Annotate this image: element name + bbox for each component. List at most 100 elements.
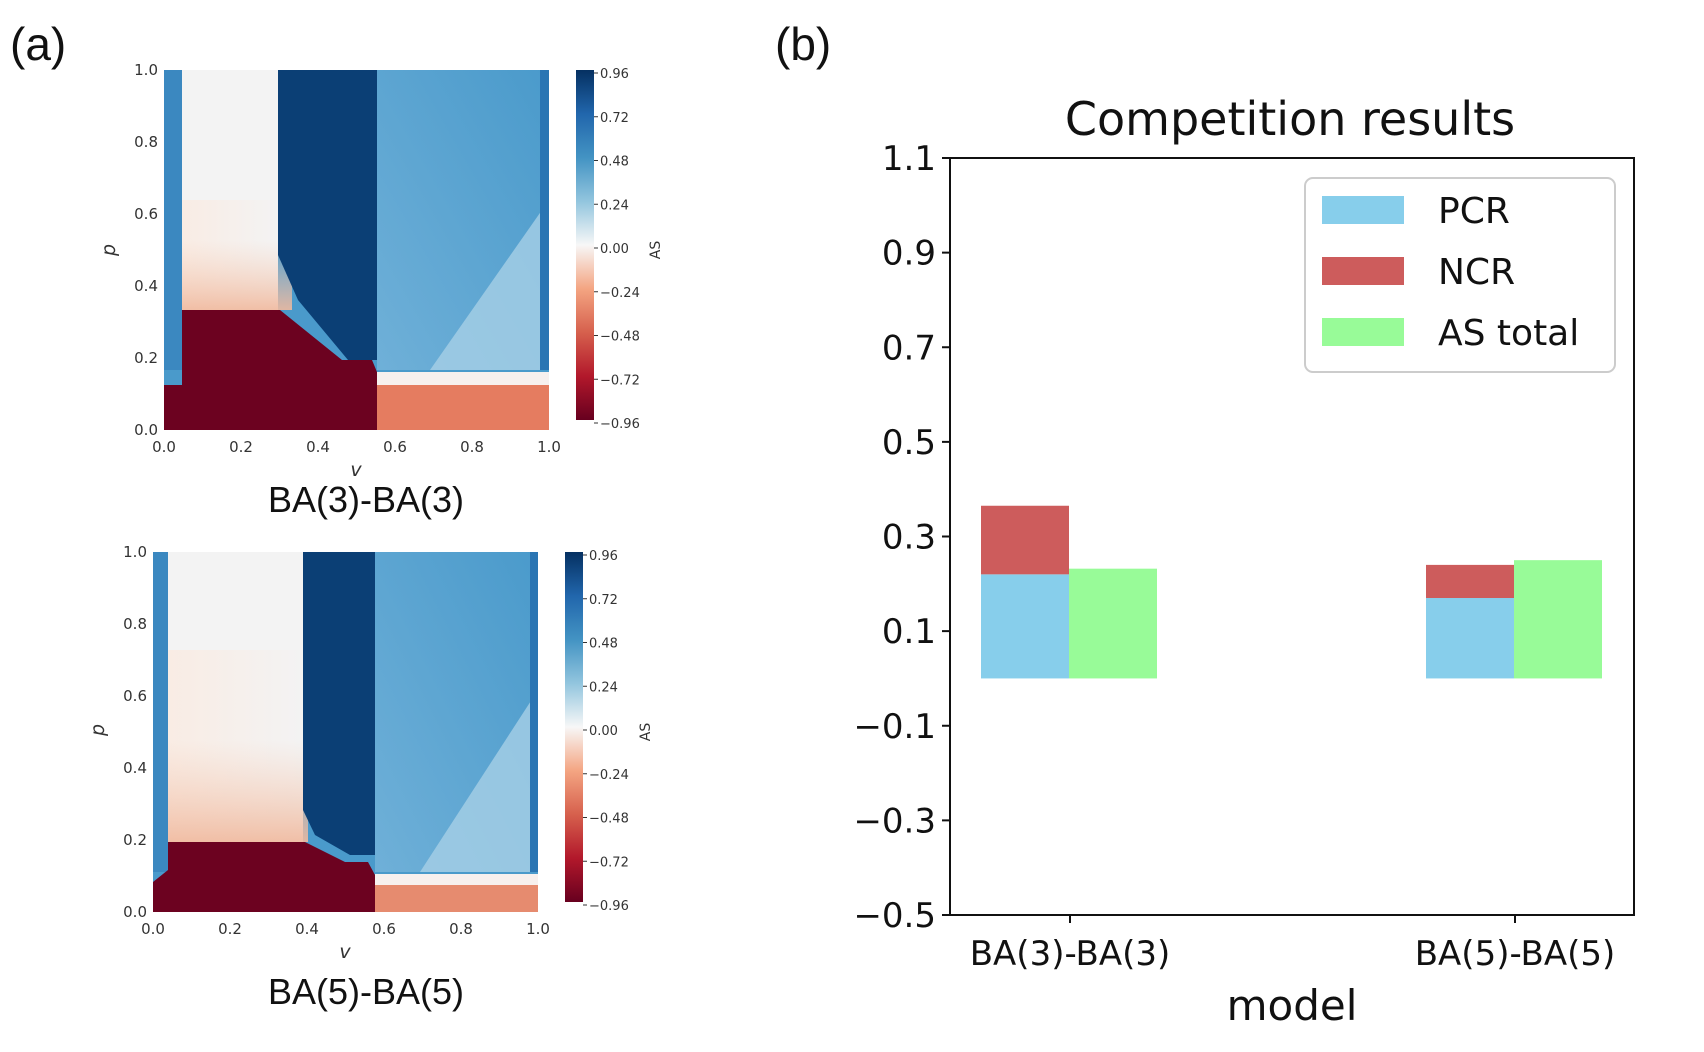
bar-y-tick-label: −0.1: [853, 707, 936, 747]
heatmap-x-tick-label: 0.2: [229, 438, 253, 456]
colorbar-tick-label: −0.72: [589, 855, 629, 870]
colorbar-tick-label: 0.24: [589, 680, 618, 695]
heatmap-x-tick-label: 0.6: [383, 438, 407, 456]
heatmap-y-tick-label: 0.2: [123, 831, 147, 849]
colorbar-tick-label: −0.48: [589, 812, 629, 827]
colorbar-tick-label: −0.96: [589, 899, 629, 914]
heatmap-ba3-region-orange: [377, 385, 549, 430]
heatmap-y-tick-label: 0.0: [134, 421, 158, 439]
colorbar-tick-label: −0.24: [589, 768, 629, 783]
heatmap-y-tick-label: 0.0: [123, 903, 147, 921]
legend-label: AS total: [1438, 313, 1579, 354]
bar-ncr: [981, 505, 1069, 575]
bar-chart: Competition results 1.1 0.9 0.7 0.5 0.3 0.1 −0…: [853, 92, 1635, 1030]
heatmap-ba5-region-light: [420, 690, 538, 872]
heatmap-ba5-region-rightstrip: [530, 552, 538, 872]
bar-y-tick-label: 0.7: [882, 328, 936, 368]
heatmap-x-tick-label: 0.4: [306, 438, 330, 456]
heatmap-ba3-region-boundary: [377, 372, 549, 385]
bar-as-total: [1069, 568, 1157, 679]
bar-pcr: [1426, 598, 1514, 679]
colorbar-tick-label: 0.00: [600, 242, 629, 257]
colorbar-tick-label: 0.96: [600, 67, 629, 82]
heatmap-ba3-title: BA(3)-BA(3): [268, 479, 464, 520]
heatmap-y-tick-label: 0.2: [134, 349, 158, 367]
heatmap-ba5-region-leftstrip: [153, 552, 168, 872]
panel-label-a: (a): [10, 18, 66, 70]
heatmap-y-tick-label: 0.8: [123, 615, 147, 633]
bar-chart-legend: PCR NCR AS total: [1304, 177, 1616, 373]
heatmap-ba3-region-pinkfade: [182, 240, 292, 310]
bar-pcr: [981, 574, 1069, 679]
bar-y-tick-label: −0.3: [853, 801, 936, 841]
heatmap-ba5-colorbar-label: AS: [638, 723, 654, 742]
heatmap-ba3: 0.0 0.2 0.4 0.6 0.8 1.0 0.00.20.40.60.81.0 v …: [98, 61, 664, 520]
heatmap-x-tick-label: 0.4: [295, 920, 319, 938]
heatmap-y-tick-label: 1.0: [134, 61, 158, 79]
heatmap-ba5-region-darkblue: [303, 552, 375, 855]
bar-y-tick-label: 0.5: [882, 423, 936, 463]
heatmap-ba5-plot-area: [153, 552, 538, 912]
bar-as-total: [1514, 560, 1602, 679]
heatmap-y-tick-label: 0.4: [134, 277, 158, 295]
heatmap-x-tick-label: 0.2: [218, 920, 242, 938]
colorbar-tick-label: −0.72: [600, 373, 640, 388]
bar-chart-x-ticks: BA(3)-BA(3) BA(5)-BA(5): [970, 915, 1616, 974]
bar-y-tick-label: 0.1: [882, 612, 936, 652]
colorbar-tick-label: 0.48: [589, 637, 618, 652]
heatmap-ba3-region-rightstrip: [540, 70, 549, 370]
bar-y-tick-label: −0.5: [853, 896, 936, 936]
heatmap-x-tick-label: 0.8: [449, 920, 473, 938]
heatmap-x-tick-label: 1.0: [526, 920, 550, 938]
heatmap-ba5: 0.0 0.2 0.4 0.6 0.8 1.0 0.00.20.40.60.81.0 v …: [87, 543, 654, 1012]
bar-y-tick-label: 1.1: [882, 139, 936, 179]
heatmap-ba3-region-leftstrip: [164, 70, 182, 370]
heatmap-y-tick-label: 1.0: [123, 543, 147, 561]
bar-x-tick-label: BA(3)-BA(3): [970, 934, 1171, 974]
colorbar-tick-label: 0.48: [600, 155, 629, 170]
heatmap-ba3-y-ticks: 0.0 0.2 0.4 0.6 0.8 1.0: [134, 61, 158, 439]
colorbar-tick-label: 0.72: [600, 111, 629, 126]
colorbar-tick-label: −0.96: [600, 417, 640, 432]
heatmap-ba5-title: BA(5)-BA(5): [268, 971, 464, 1012]
colorbar-tick-label: 0.96: [589, 549, 618, 564]
heatmap-x-tick-label: 0.0: [141, 920, 165, 938]
heatmap-ba5-ylabel: p: [87, 724, 109, 737]
heatmap-ba5-colorbar: [565, 552, 583, 902]
legend-swatch: [1322, 318, 1404, 346]
heatmap-ba3-ylabel: p: [98, 244, 120, 257]
bar-y-tick-label: 0.9: [882, 234, 936, 274]
heatmap-ba3-colorbar-ticks: 0.96 0.72 0.48 0.24 0.00 −0.24 −0.48 −0.72 −0.96: [594, 67, 640, 432]
heatmap-ba5-xlabel: v: [339, 941, 351, 963]
colorbar-tick-label: −0.24: [600, 286, 640, 301]
heatmap-x-tick-label: 0.8: [460, 438, 484, 456]
heatmap-ba3-colorbar-label: AS: [648, 241, 664, 260]
heatmap-y-tick-label: 0.8: [134, 133, 158, 151]
bar-ncr: [1426, 564, 1514, 599]
legend-label: NCR: [1438, 252, 1515, 293]
heatmap-ba5-colorbar-ticks: 0.96 0.72 0.48 0.24 0.00 −0.24 −0.48 −0.72 −0.96: [583, 549, 629, 914]
legend-swatch: [1322, 257, 1404, 285]
heatmap-ba5-region-boundary: [375, 874, 538, 885]
heatmap-ba3-x-ticks: 0.0 0.2 0.4 0.6 0.8 1.0: [152, 438, 561, 456]
bar-x-tick-label: BA(5)-BA(5): [1415, 934, 1616, 974]
bar-y-tick-label: 0.3: [882, 518, 936, 558]
bar-chart-xlabel: model: [1227, 981, 1358, 1030]
bar-chart-title: Competition results: [1065, 92, 1515, 146]
heatmap-ba5-region-pinkfade: [168, 740, 308, 842]
heatmap-y-tick-label: 0.6: [134, 205, 158, 223]
heatmap-y-tick-label: 0.6: [123, 687, 147, 705]
panel-label-b: (b): [775, 18, 831, 70]
legend-label: PCR: [1438, 191, 1510, 232]
heatmap-ba5-region-darkred: [153, 842, 375, 912]
heatmap-x-tick-label: 0.6: [372, 920, 396, 938]
heatmap-ba3-xlabel: v: [350, 459, 362, 481]
heatmap-ba5-region-orange: [375, 885, 538, 912]
heatmap-ba3-region-light: [430, 200, 549, 370]
heatmap-ba3-region-darkred: [164, 310, 377, 430]
heatmap-ba3-colorbar: [576, 70, 594, 420]
colorbar-tick-label: −0.48: [600, 330, 640, 345]
colorbar-tick-label: 0.00: [589, 724, 618, 739]
heatmap-ba5-y-ticks: 0.0 0.2 0.4 0.6 0.8 1.0: [123, 543, 147, 921]
